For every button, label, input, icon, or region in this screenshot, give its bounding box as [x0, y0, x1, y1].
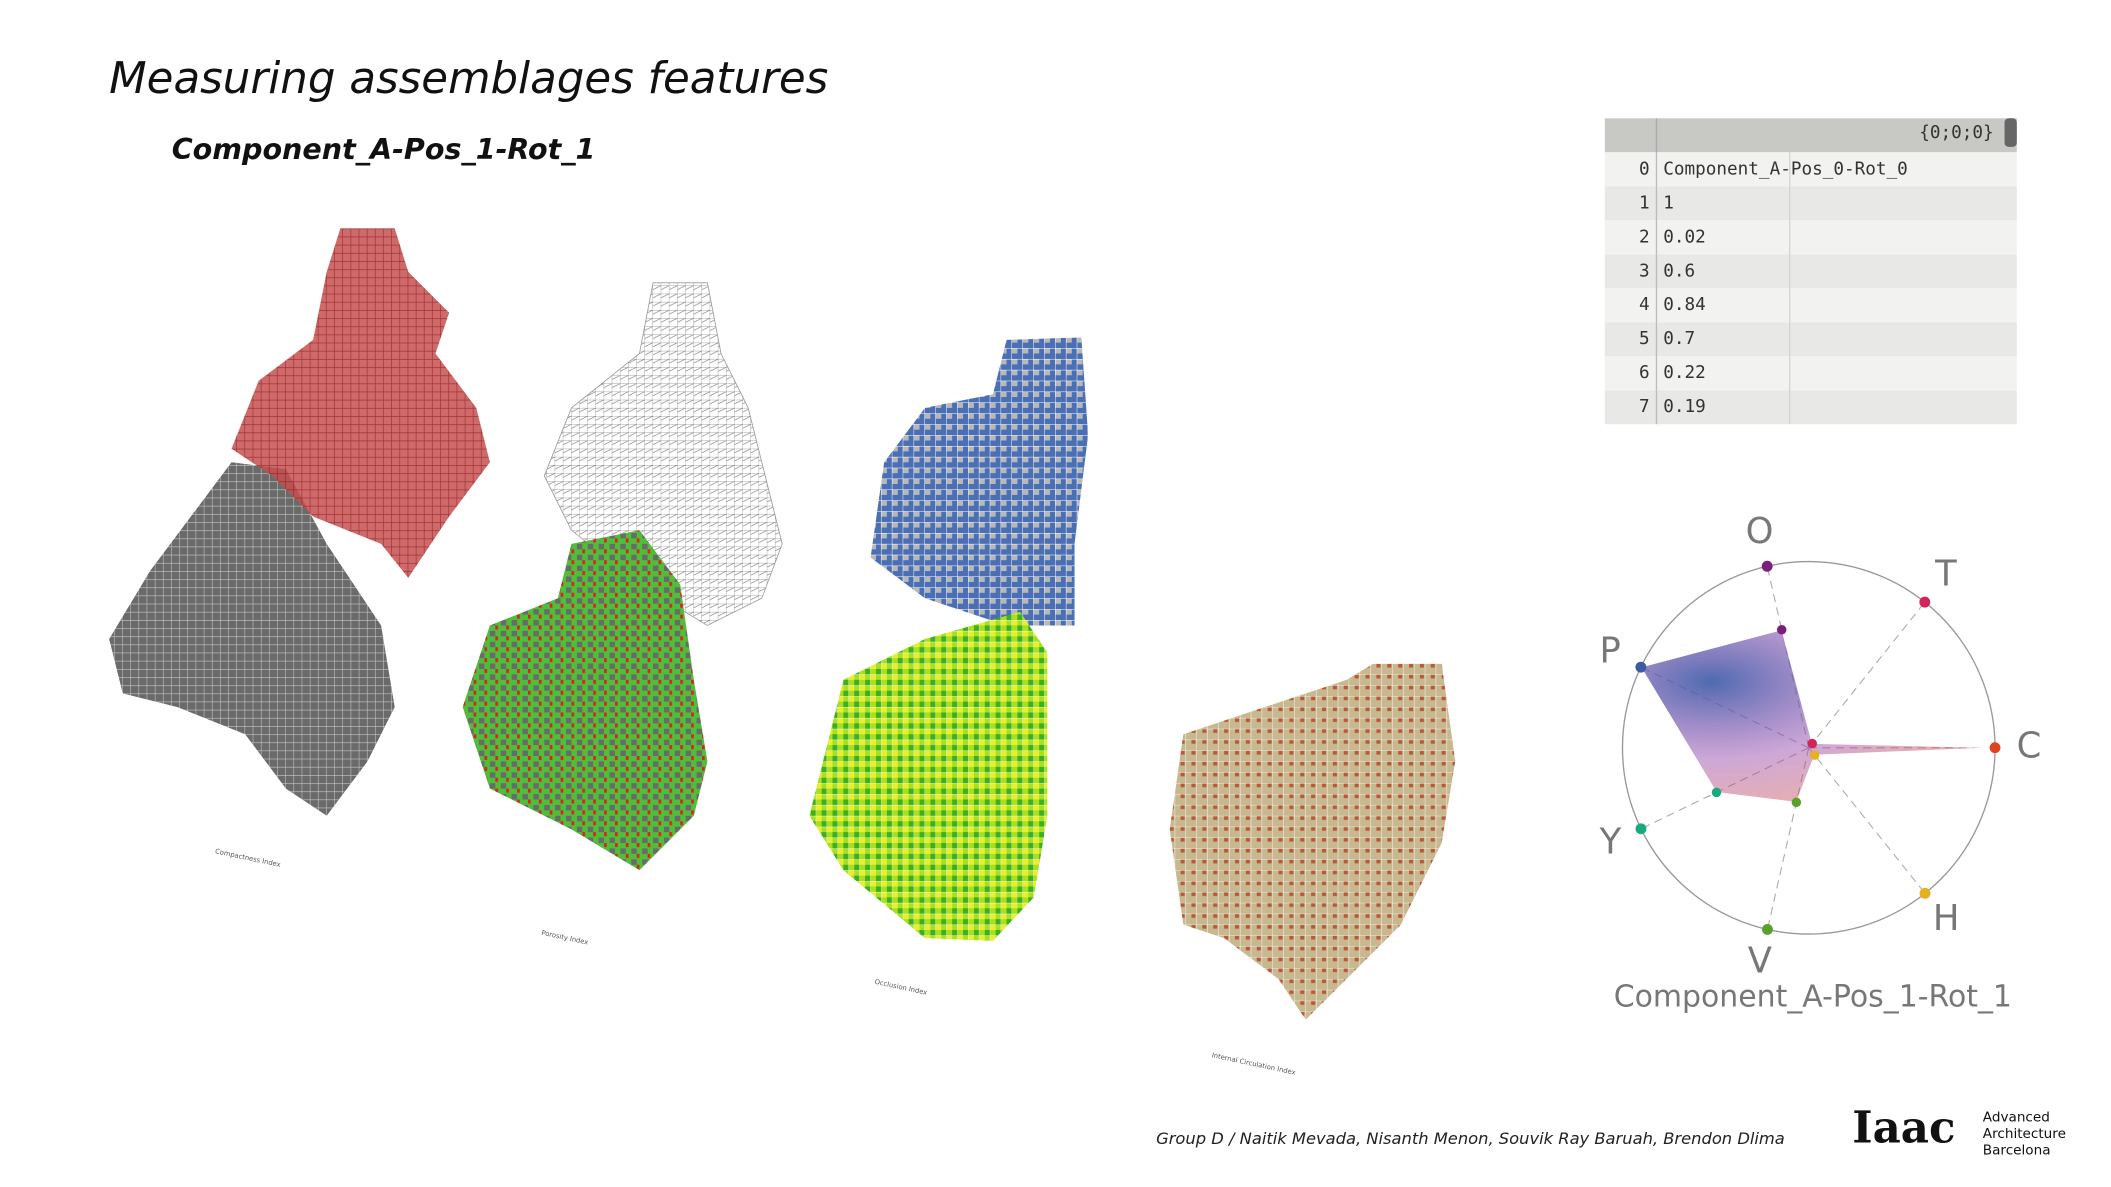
radar-title: Component_A-Pos_1-Rot_1: [1614, 980, 2012, 1015]
row-value: Component_A-Pos_0-Rot_0: [1663, 159, 1908, 179]
axis-label: C: [2017, 726, 2042, 767]
radar-area: [1640, 629, 1996, 803]
radar-spoke: [1808, 601, 1926, 749]
radar-chart: O T C H V Y P Component_A-Pos_1-Rot_1: [1599, 511, 2042, 1014]
radar-point: [1791, 797, 1802, 808]
panel-label: Compactness Index: [214, 847, 281, 869]
radar-point: [1990, 742, 2000, 753]
axis-label: T: [1934, 554, 1957, 595]
credits: Group D / Naitik Mevada, Nisanth Menon, …: [1156, 1129, 1785, 1148]
assemblage-3: [809, 337, 1089, 941]
radar-point: [1636, 662, 1646, 672]
axis-dot: [1635, 823, 1647, 835]
table-row: [1604, 220, 2017, 255]
axis-dot: [1919, 596, 1931, 608]
row-value: 0.22: [1663, 363, 1706, 383]
row-value: 0.84: [1663, 295, 1706, 315]
row-index: 0: [1639, 159, 1650, 179]
title: Measuring assemblages features: [109, 54, 828, 104]
radar-point: [1711, 787, 1722, 798]
logo-text: Architecture: [1983, 1126, 2066, 1142]
table-row: [1604, 152, 2017, 187]
row-value: 1: [1663, 193, 1674, 213]
axis-label: Y: [1599, 822, 1622, 863]
row-value: 0.02: [1663, 227, 1706, 247]
row-value: 0.6: [1663, 261, 1695, 281]
table-row: [1604, 390, 2017, 425]
table-row: [1604, 288, 2017, 323]
table-header: [1604, 118, 2017, 153]
radar-point: [1807, 738, 1818, 749]
axis-label: V: [1748, 941, 1772, 982]
axis-label: H: [1933, 898, 1960, 939]
row-index: 5: [1639, 329, 1650, 349]
axis-dot: [1762, 924, 1773, 935]
table-header-text: {0;0;0}: [1919, 123, 1993, 143]
axis-label: P: [1600, 630, 1621, 671]
panel-label: Occlusion Index: [874, 978, 928, 997]
row-index: 6: [1639, 363, 1650, 383]
axis-label: O: [1746, 511, 1774, 552]
table-row: [1604, 322, 2017, 357]
radar-point: [1776, 625, 1787, 635]
data-table: {0;0;0} 0 Component_A-Pos_0-Rot_01 12 0.023…: [1604, 118, 2017, 425]
table-row: [1604, 356, 2017, 391]
logo: Iaac: [1852, 1102, 1955, 1153]
row-index: 7: [1639, 397, 1650, 417]
subtitle: Component_A-Pos_1-Rot_1: [172, 132, 596, 166]
assemblage-1: [109, 228, 490, 816]
axis-dot: [1919, 887, 1931, 899]
radar-point: [1809, 750, 1820, 760]
assemblage-4: [1169, 663, 1456, 1020]
logo-text: Barcelona: [1983, 1142, 2051, 1158]
row-value: 0.7: [1663, 329, 1695, 349]
row-index: 2: [1639, 227, 1650, 247]
panel-label: Porosity Index: [541, 929, 589, 947]
row-index: 3: [1639, 261, 1650, 281]
axis-dot: [1761, 560, 1773, 572]
row-index: 1: [1639, 193, 1650, 213]
assemblage-2: [462, 282, 783, 871]
table-row: [1604, 186, 2017, 221]
logo-text: Advanced: [1983, 1110, 2050, 1126]
table-row: [1604, 254, 2017, 289]
panel-label: Internal Circulation Index: [1211, 1051, 1296, 1077]
scroll-handle: [2004, 118, 2017, 147]
row-index: 4: [1639, 295, 1650, 315]
row-value: 0.19: [1663, 397, 1706, 417]
radar-spoke: [1808, 747, 1926, 894]
